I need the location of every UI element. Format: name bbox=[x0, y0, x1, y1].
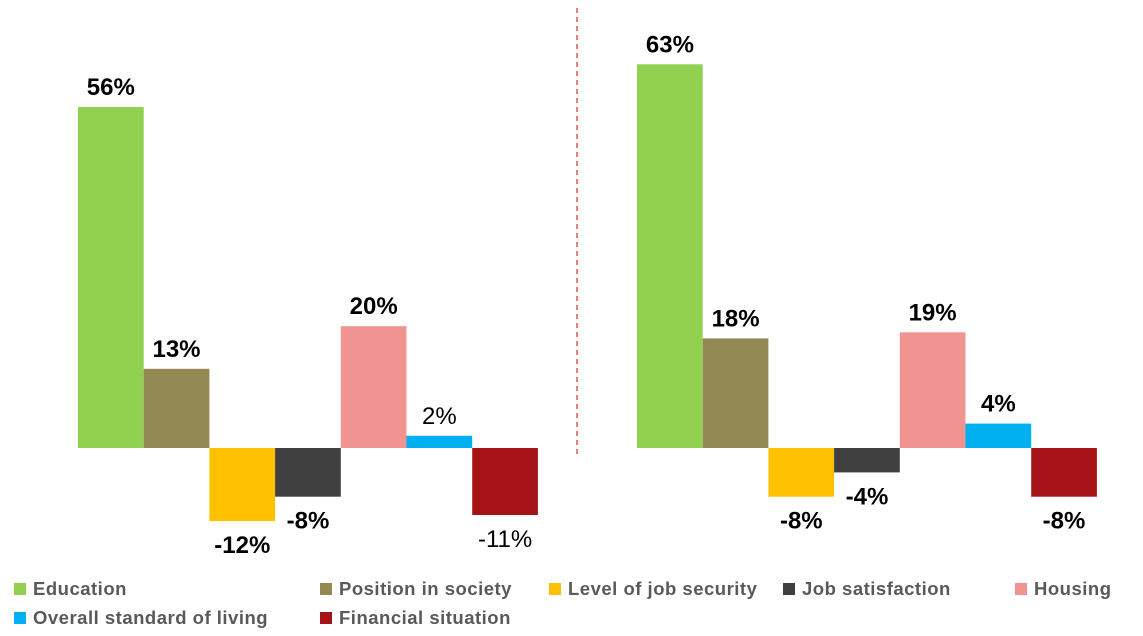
legend-label-financial-situation: Financial situation bbox=[339, 607, 511, 628]
bar-education-group-1 bbox=[78, 107, 144, 448]
bar-chart: 56% 63% 13% 18% -12% -8% -8% -4% 20% 19% 2% 4% -11% -… bbox=[78, 8, 1097, 559]
legend-label-housing: Housing bbox=[1034, 578, 1112, 599]
bar-level-of-job-security-group-1 bbox=[209, 448, 276, 522]
legend-label-level-of-job-security: Level of job security bbox=[568, 578, 758, 599]
bar-position-in-society-group-1 bbox=[143, 368, 210, 448]
legend-item-education: Education bbox=[14, 578, 127, 600]
data-label-overall-standard-of-living-group-1: 2% bbox=[422, 403, 457, 430]
data-label-housing-group-1: 20% bbox=[350, 293, 398, 320]
legend-item-overall-standard-of-living: Overall standard of living bbox=[14, 607, 268, 629]
bar-level-of-job-security-group-2 bbox=[768, 448, 835, 497]
data-label-financial-situation-group-1: -11% bbox=[478, 526, 532, 553]
legend-swatch-housing bbox=[1015, 583, 1027, 595]
data-label-position-in-society-group-2: 18% bbox=[712, 305, 760, 332]
bar-job-satisfaction-group-2 bbox=[834, 448, 900, 473]
bar-job-satisfaction-group-1 bbox=[275, 448, 341, 497]
bar-housing-group-2 bbox=[899, 332, 966, 448]
legend-label-job-satisfaction: Job satisfaction bbox=[802, 578, 951, 599]
bar-housing-group-1 bbox=[340, 326, 407, 448]
legend-item-housing: Housing bbox=[1015, 578, 1112, 600]
legend-item-financial-situation: Financial situation bbox=[320, 607, 511, 629]
bar-financial-situation-group-1 bbox=[472, 448, 538, 515]
legend-swatch-level-of-job-security bbox=[549, 583, 561, 595]
legend-label-overall-standard-of-living: Overall standard of living bbox=[33, 607, 269, 628]
legend-swatch-job-satisfaction bbox=[783, 583, 795, 595]
bar-position-in-society-group-2 bbox=[702, 338, 769, 448]
legend-label-position-in-society: Position in society bbox=[339, 578, 512, 599]
legend-item-level-of-job-security: Level of job security bbox=[549, 578, 757, 600]
bar-financial-situation-group-2 bbox=[1031, 448, 1097, 497]
bar-overall-standard-of-living-group-2 bbox=[965, 423, 1032, 448]
legend: Education Position in society Level of j… bbox=[14, 578, 1139, 636]
data-label-position-in-society-group-1: 13% bbox=[152, 336, 200, 363]
data-label-education-group-2: 63% bbox=[646, 31, 694, 58]
legend-item-position-in-society: Position in society bbox=[320, 578, 512, 600]
data-label-financial-situation-group-2: -8% bbox=[1043, 508, 1086, 535]
data-label-level-of-job-security-group-1: -12% bbox=[214, 532, 270, 559]
bar-overall-standard-of-living-group-1 bbox=[406, 435, 473, 448]
legend-swatch-overall-standard-of-living bbox=[14, 612, 26, 624]
legend-item-job-satisfaction: Job satisfaction bbox=[783, 578, 951, 600]
legend-swatch-education bbox=[14, 583, 26, 595]
bar-education-group-2 bbox=[637, 64, 703, 449]
data-label-level-of-job-security-group-2: -8% bbox=[780, 508, 823, 535]
data-label-housing-group-2: 19% bbox=[909, 299, 957, 326]
legend-row-2: Overall standard of living Financial sit… bbox=[14, 607, 1139, 636]
legend-swatch-position-in-society bbox=[320, 583, 332, 595]
legend-row-1: Education Position in society Level of j… bbox=[14, 578, 1139, 607]
data-label-job-satisfaction-group-2: -4% bbox=[846, 483, 889, 510]
legend-label-education: Education bbox=[33, 578, 127, 599]
data-label-overall-standard-of-living-group-2: 4% bbox=[981, 391, 1016, 418]
data-label-job-satisfaction-group-1: -8% bbox=[287, 508, 330, 535]
data-label-education-group-1: 56% bbox=[87, 74, 135, 101]
legend-swatch-financial-situation bbox=[320, 612, 332, 624]
